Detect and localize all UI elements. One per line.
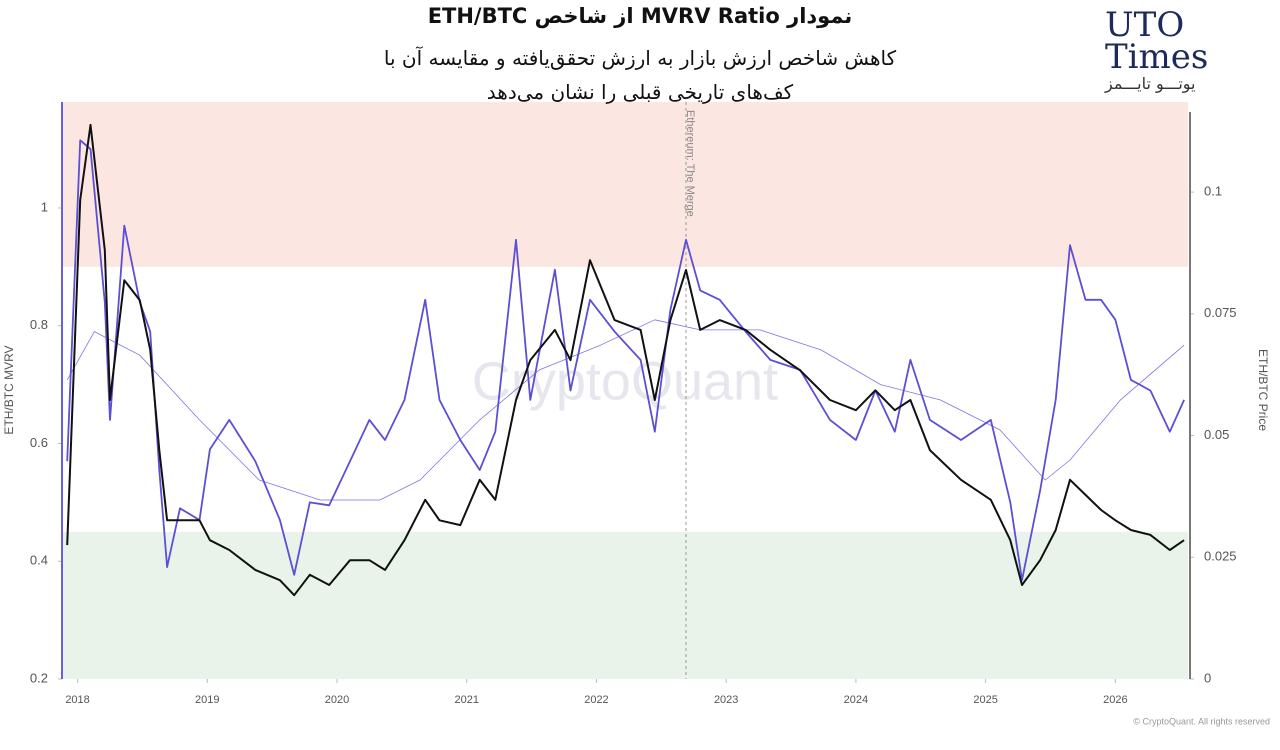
source: © CryptoQuant. All rights reserved	[1133, 716, 1270, 726]
x-tick-label: 2019	[195, 694, 219, 706]
y-axis-label: ETH/BTC MVRV	[2, 345, 16, 434]
x-tick-label: 2025	[973, 694, 997, 706]
logo-text: یوتـــو تایـــمز	[1105, 74, 1196, 93]
x-tick-label: 2020	[325, 694, 349, 706]
chart-subtitle: کف‌های تاریخی قبلی را نشان می‌دهد	[486, 80, 794, 104]
series-line	[66, 123, 1185, 597]
zone-band	[62, 531, 1188, 679]
x-tick-label: 2024	[844, 694, 868, 706]
y2-axis-label: ETH/BTC Price	[1256, 349, 1270, 431]
y-tick-label: 0.8	[30, 317, 48, 332]
x-tick-label: 2026	[1103, 694, 1127, 706]
annotation-label: Ethereum: The Merge	[684, 110, 696, 217]
chart-title: نمودار MVRV Ratio از شاخص ETH/BTC	[427, 4, 853, 28]
y2-tick-label: 0	[1204, 670, 1211, 685]
x-tick-label: 2021	[454, 694, 478, 706]
y-tick-label: 1	[41, 199, 48, 214]
y-tick-label: 0.4	[30, 553, 48, 568]
y-tick-label: 0.6	[30, 435, 48, 450]
logo-text: UTO	[1105, 5, 1185, 45]
watermark: CryptoQuant	[472, 351, 778, 411]
y2-tick-label: 0.025	[1204, 549, 1237, 564]
logo: UTO Times یوتـــو تایـــمز	[1105, 8, 1275, 92]
x-tick-label: 2022	[584, 694, 608, 706]
series-line	[66, 319, 1185, 501]
y2-tick-label: 0.075	[1204, 305, 1237, 320]
series-line	[66, 139, 1185, 581]
y-tick-label: 0.2	[30, 670, 48, 685]
x-tick-label: 2023	[714, 694, 738, 706]
logo-text: Times	[1105, 37, 1209, 77]
chart-subtitle: کاهش شاخص ارزش بازار به ارزش تحقق‌یافته …	[383, 46, 897, 70]
zone-band	[62, 102, 1188, 267]
y2-tick-label: 0.1	[1204, 184, 1222, 199]
y2-tick-label: 0.05	[1204, 427, 1229, 442]
x-tick-label: 2018	[65, 694, 89, 706]
